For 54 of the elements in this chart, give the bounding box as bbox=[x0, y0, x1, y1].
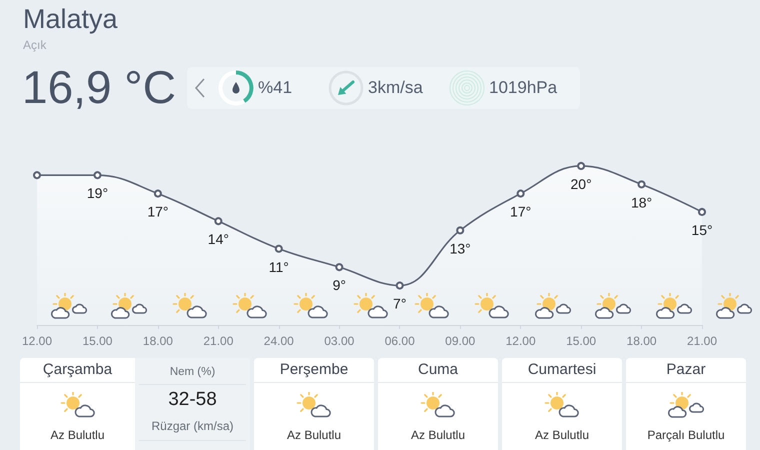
text: 3km/sa bbox=[368, 78, 423, 98]
point bbox=[93, 171, 102, 180]
point bbox=[516, 190, 525, 198]
data-label: 7° bbox=[393, 296, 406, 312]
text: Az Bulutlu bbox=[49, 428, 106, 443]
x-tick-label: 12.00 bbox=[506, 334, 536, 348]
point bbox=[396, 282, 404, 290]
text: Parçalı Bulutlu bbox=[646, 428, 726, 443]
text: Az Bulutlu bbox=[286, 428, 342, 443]
data-label: 19° bbox=[86, 185, 108, 202]
text: %41 bbox=[258, 78, 292, 98]
text: 32-58 bbox=[167, 388, 218, 412]
text: Nem (%) bbox=[168, 365, 216, 380]
data-label: 15° bbox=[691, 222, 713, 238]
text: Az Bulutlu bbox=[534, 428, 590, 443]
text: Pazar bbox=[626, 358, 746, 383]
point bbox=[638, 180, 646, 188]
data-label: 17° bbox=[147, 204, 168, 220]
data-label: 9° bbox=[332, 277, 346, 294]
data-label: 20° bbox=[570, 176, 592, 192]
text: 1019hPa bbox=[489, 78, 558, 98]
point bbox=[577, 162, 586, 170]
x-tick-label: 18.00 bbox=[626, 334, 657, 348]
data-label: 17° bbox=[510, 204, 532, 220]
data-label: 13° bbox=[450, 240, 471, 256]
data-label: 11° bbox=[268, 258, 289, 275]
x-tick-label: 21.00 bbox=[203, 334, 234, 348]
x-tick-label: 12.00 bbox=[22, 334, 52, 348]
text: Rüzgar (km/sa) bbox=[150, 418, 234, 434]
text: Çarşamba bbox=[20, 358, 135, 383]
x-tick-label: 09.00 bbox=[445, 334, 476, 348]
chart-subtitle: Açık bbox=[23, 38, 46, 53]
text: Cuma bbox=[378, 358, 498, 383]
point bbox=[274, 244, 283, 253]
x-tick-label: 21.00 bbox=[686, 334, 718, 348]
point bbox=[335, 263, 344, 272]
text: Cumartesi bbox=[502, 358, 622, 383]
text: Az Bulutlu bbox=[410, 428, 466, 443]
chart-title: Malatya bbox=[23, 3, 118, 35]
data-label: 18° bbox=[630, 194, 652, 210]
text: 16,9 °C bbox=[22, 60, 176, 114]
x-tick-label: 03.00 bbox=[324, 334, 355, 348]
point bbox=[33, 171, 41, 180]
text: Perşembe bbox=[254, 358, 374, 383]
point bbox=[154, 190, 162, 198]
x-tick-label: 15.00 bbox=[82, 334, 113, 348]
x-tick-label: 24.00 bbox=[264, 334, 294, 348]
x-tick-label: 18.00 bbox=[142, 334, 174, 348]
x-tick-label: 06.00 bbox=[384, 334, 416, 348]
point bbox=[698, 208, 706, 216]
data-label: 14° bbox=[208, 231, 229, 248]
point bbox=[456, 226, 464, 234]
x-tick-label: 15.00 bbox=[566, 334, 596, 348]
point bbox=[214, 217, 222, 226]
